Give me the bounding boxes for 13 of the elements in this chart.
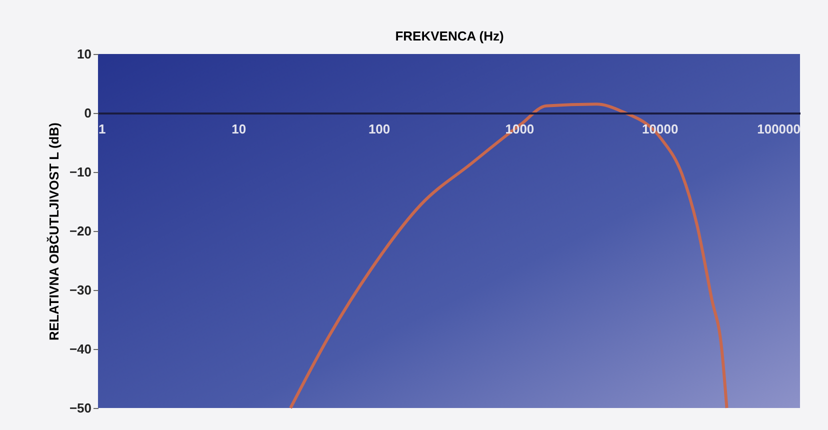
x-tick-label: 100000: [757, 122, 800, 136]
x-tick-label: 10: [232, 122, 246, 136]
x-axis-title: FREKVENCA (Hz): [395, 28, 504, 44]
y-tick-label: −20: [69, 224, 92, 238]
y-axis-title: RELATIVNA OBČUTLJIVOST L (dB): [46, 122, 62, 340]
y-tick-label: −30: [69, 282, 92, 298]
y-tick-label: 0: [84, 106, 92, 120]
y-tick-label: 10: [77, 46, 92, 62]
y-tick-label: −50: [69, 400, 92, 416]
x-tick-label: 1: [98, 122, 106, 136]
x-tick-label: 100: [368, 122, 390, 136]
y-tick-label: −40: [69, 342, 92, 356]
y-tick-label: −10: [69, 164, 92, 180]
